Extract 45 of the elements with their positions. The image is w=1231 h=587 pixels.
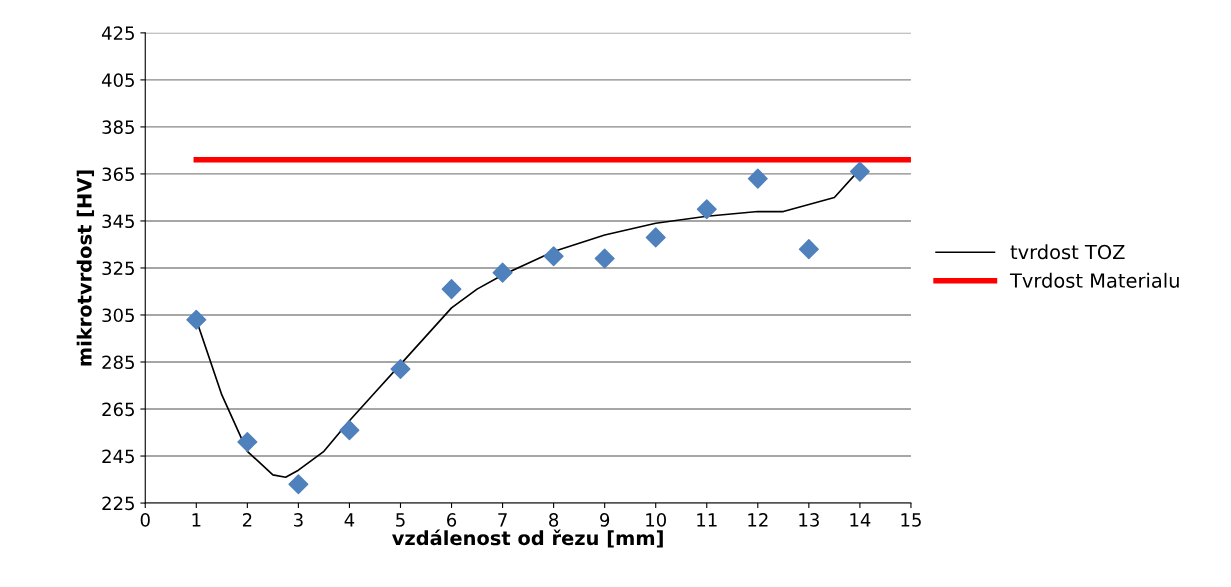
point <box>441 279 462 300</box>
point <box>390 359 411 380</box>
y-tick-label: 245 <box>102 449 134 464</box>
x-tick-label: 14 <box>850 513 871 527</box>
point <box>594 248 615 269</box>
y-tick-label: 285 <box>102 355 134 370</box>
point <box>237 431 258 452</box>
x-tick-label: 1 <box>192 513 201 527</box>
x-tick-label: 4 <box>344 513 355 527</box>
x-tick-label: 0 <box>140 513 150 527</box>
x-tick-label: 7 <box>498 513 507 527</box>
y-tick-label: 325 <box>102 261 134 276</box>
y-tick-label: 305 <box>102 308 134 323</box>
x-tick-label: 12 <box>748 513 768 527</box>
y-tick-label: 225 <box>102 496 134 511</box>
x-tick-label: 3 <box>294 513 303 527</box>
point <box>798 239 819 260</box>
x-tick-label: 13 <box>799 513 819 527</box>
y-tick-label: 385 <box>102 120 134 135</box>
x-tick-label: 8 <box>549 513 559 527</box>
x-axis-title: vzdálenost od řezu [mm] <box>392 529 663 548</box>
legend-label: tvrdost TOZ <box>1010 244 1125 260</box>
x-tick-label: 11 <box>697 513 717 527</box>
y-tick-label: 265 <box>102 402 134 417</box>
point <box>339 420 360 441</box>
x-tick-label: 10 <box>646 513 666 527</box>
point <box>288 474 309 495</box>
point <box>696 199 717 220</box>
point <box>186 309 207 330</box>
y-tick-label: 405 <box>101 73 134 88</box>
x-tick-label: 6 <box>447 513 457 527</box>
x-tick-label: 9 <box>600 513 610 527</box>
point <box>543 246 564 267</box>
point <box>849 161 870 182</box>
y-axis-title: mikrotvrdost [HV] <box>76 170 95 366</box>
x-tick-label: 2 <box>242 513 252 527</box>
x-tick-label: 5 <box>396 513 405 527</box>
y-tick-label: 365 <box>102 167 134 182</box>
point <box>492 262 513 283</box>
legend-label: Tvrdost Materialu <box>1009 272 1179 288</box>
point <box>747 168 768 189</box>
y-tick-label: 345 <box>102 214 134 229</box>
point <box>645 227 666 248</box>
y-tick-label: 425 <box>101 26 134 40</box>
x-tick-label: 15 <box>901 513 921 527</box>
